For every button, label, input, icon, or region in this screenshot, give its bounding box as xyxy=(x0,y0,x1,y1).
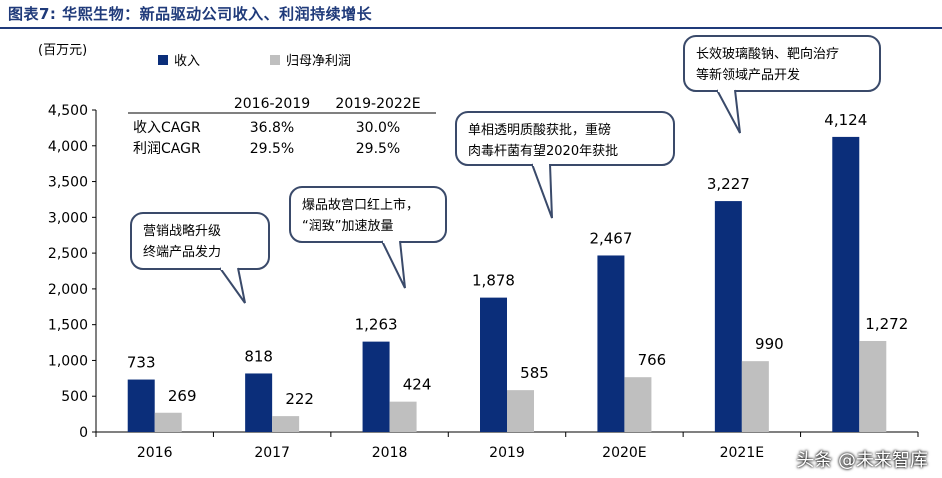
profit-bar xyxy=(741,361,769,432)
x-tick-label: 2021E xyxy=(720,445,764,461)
profit-bar xyxy=(859,340,887,432)
x-tick-label: 2018 xyxy=(372,445,408,461)
figure-title: 图表7: 华熙生物：新品驱动公司收入、利润持续增长 xyxy=(8,5,373,23)
y-tick-label: 1,500 xyxy=(48,318,88,334)
revenue-data-label: 4,124 xyxy=(824,111,867,129)
cagr-value: 30.0% xyxy=(356,120,400,136)
x-axis: 2016 2017 2018 2019 2020E 2021E xyxy=(95,431,919,461)
cagr-row-label: 利润CAGR xyxy=(133,141,201,157)
callout-tail-mask xyxy=(221,265,237,270)
callout-text: 营销战略升级 xyxy=(143,223,221,239)
callout-tail-mask xyxy=(718,87,734,92)
profit-data-label: 424 xyxy=(403,376,432,394)
profit-data-label: 269 xyxy=(168,387,197,405)
callout-box xyxy=(289,186,447,243)
legend-label: 收入 xyxy=(174,54,200,69)
revenue-data-label: 2,467 xyxy=(589,229,632,247)
title-divider xyxy=(0,27,942,29)
profit-bar xyxy=(507,390,534,432)
revenue-data-label: 818 xyxy=(244,347,273,365)
callout-tail xyxy=(531,163,553,219)
watermark: 头条 @未来智库 xyxy=(796,450,928,471)
cagr-value: 36.8% xyxy=(250,120,294,136)
callout-text: 单相透明质酸获批，重磅 xyxy=(468,122,611,138)
y-tick-label: 3,500 xyxy=(48,175,88,191)
callout-text: 肉毒杆菌有望2020年获批 xyxy=(468,143,618,159)
callout-text: 爆品故宫口红上市， xyxy=(302,197,419,213)
callout-box xyxy=(683,35,881,92)
y-tick-label: 4,500 xyxy=(48,103,88,119)
chart-legend: 收入 归母净利润 xyxy=(158,54,351,69)
callout-box xyxy=(455,111,675,166)
revenue-bar xyxy=(832,136,860,432)
y-tick-label: 2,000 xyxy=(48,282,88,298)
x-tick-label: 2017 xyxy=(254,445,290,461)
annotation-callout: 爆品故宫口红上市， “润致”加速放量 xyxy=(289,186,447,289)
callout-box xyxy=(130,212,270,270)
profit-data-label: 585 xyxy=(520,364,549,382)
cagr-header: 2016-2019 xyxy=(234,96,310,112)
callout-tail-mask xyxy=(383,238,399,243)
cagr-row-label: 收入CAGR xyxy=(133,120,201,136)
cagr-value: 29.5% xyxy=(356,141,400,157)
cagr-header: 2019-2022E xyxy=(335,96,420,112)
callout-tail xyxy=(716,89,741,134)
revenue-data-label: 733 xyxy=(127,354,156,372)
y-tick-label: 1,000 xyxy=(48,353,88,369)
revenue-bar xyxy=(245,373,273,432)
profit-data-label: 990 xyxy=(755,335,784,353)
bars-group: 733 269 818 222 1,263 424 1,878 585 2,467 766 3,22… xyxy=(127,111,908,432)
revenue-bar xyxy=(127,379,155,432)
y-tick-label: 4,000 xyxy=(48,139,88,155)
y-tick-label: 2,500 xyxy=(48,246,88,262)
revenue-bar xyxy=(362,341,390,432)
callout-tail xyxy=(219,267,246,304)
y-tick-label: 3,000 xyxy=(48,210,88,226)
x-tick-label: 2020E xyxy=(602,445,646,461)
callout-text: 终端产品发力 xyxy=(143,244,221,260)
legend-swatch xyxy=(270,55,280,65)
x-tick-label: 2016 xyxy=(137,445,173,461)
profit-bar xyxy=(389,401,417,432)
profit-bar xyxy=(154,412,182,432)
revenue-bar xyxy=(714,201,742,432)
revenue-data-label: 3,227 xyxy=(707,175,750,193)
revenue-bar xyxy=(597,255,625,432)
callout-tail-mask xyxy=(533,161,549,166)
callout-text: 等新领域产品开发 xyxy=(696,67,800,83)
profit-bar xyxy=(272,416,300,432)
cagr-value: 29.5% xyxy=(250,141,294,157)
y-axis: 0 500 1,000 1,500 2,000 2,500 3,000 3,500 4,000 4… xyxy=(48,103,97,441)
profit-data-label: 766 xyxy=(638,351,667,369)
legend-swatch xyxy=(158,55,168,65)
revenue-data-label: 1,878 xyxy=(472,272,515,290)
revenue-data-label: 1,263 xyxy=(355,316,398,334)
figure-title-bar: 图表7: 华熙生物：新品驱动公司收入、利润持续增长 xyxy=(0,0,942,29)
callout-text: 长效玻璃酸钠、靶向治疗 xyxy=(696,46,839,62)
x-tick-label: 2019 xyxy=(489,445,525,461)
legend-label: 归母净利润 xyxy=(286,54,351,69)
callout-tail xyxy=(381,240,406,289)
y-tick-label: 500 xyxy=(61,389,88,405)
profit-bar xyxy=(624,377,652,432)
y-axis-label: (百万元) xyxy=(38,43,87,58)
cagr-table: 2016-2019 2019-2022E 收入CAGR 36.8% 30.0% 利润CAG… xyxy=(128,96,436,157)
profit-data-label: 1,272 xyxy=(865,315,908,333)
revenue-bar xyxy=(480,297,507,432)
callout-text: “润致”加速放量 xyxy=(302,219,393,234)
y-tick-label: 0 xyxy=(79,425,88,441)
profit-data-label: 222 xyxy=(285,390,314,408)
